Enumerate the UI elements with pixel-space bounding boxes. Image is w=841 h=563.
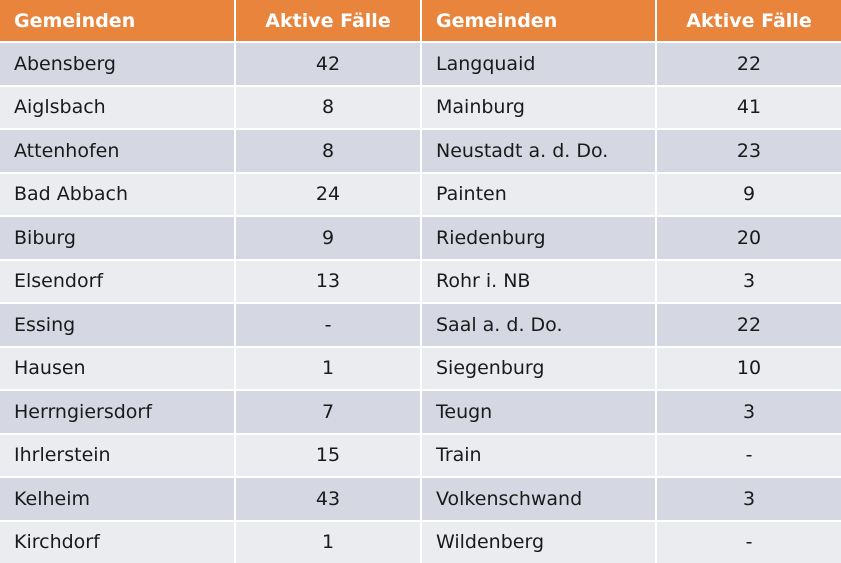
aktive-faelle-cell: 7 [236,391,420,433]
gemeinde-name-cell: Hausen [0,348,234,390]
aktive-faelle-cell: - [657,522,841,563]
gemeinde-name-cell: Wildenberg [422,522,655,563]
gemeinde-name-cell: Kelheim [0,478,234,520]
gemeinde-name-cell: Rohr i. NB [422,261,655,303]
gemeinde-name-cell: Herrngiersdorf [0,391,234,433]
gemeinde-name-cell: Elsendorf [0,261,234,303]
gemeinde-name-cell: Abensberg [0,43,234,85]
aktive-faelle-cell: 3 [657,261,841,303]
aktive-faelle-cell: 22 [657,304,841,346]
gemeinde-name-cell: Siegenburg [422,348,655,390]
gemeinde-name-cell: Train [422,435,655,477]
aktive-faelle-cell: - [236,304,420,346]
aktive-faelle-cell: 13 [236,261,420,303]
aktive-faelle-cell: 15 [236,435,420,477]
aktive-faelle-cell: 24 [236,174,420,216]
gemeinde-name-cell: Langquaid [422,43,655,85]
aktive-faelle-cell: 8 [236,87,420,129]
gemeinde-name-cell: Bad Abbach [0,174,234,216]
header-gemeinden-left: Gemeinden [0,0,234,41]
gemeinde-name-cell: Saal a. d. Do. [422,304,655,346]
aktive-faelle-cell: 1 [236,522,420,563]
aktive-faelle-cell: 41 [657,87,841,129]
gemeinde-name-cell: Biburg [0,217,234,259]
table-row: Essing-Saal a. d. Do.22 [0,304,841,346]
aktive-faelle-cell: 1 [236,348,420,390]
aktive-faelle-cell: 3 [657,478,841,520]
aktive-faelle-cell: 42 [236,43,420,85]
table-header-row: Gemeinden Aktive Fälle Gemeinden Aktive … [0,0,841,41]
gemeinde-name-cell: Riedenburg [422,217,655,259]
gemeinde-name-cell: Teugn [422,391,655,433]
aktive-faelle-cell: 8 [236,130,420,172]
gemeinde-name-cell: Aiglsbach [0,87,234,129]
aktive-faelle-cell: 43 [236,478,420,520]
aktive-faelle-cell: 22 [657,43,841,85]
gemeinde-name-cell: Neustadt a. d. Do. [422,130,655,172]
aktive-faelle-cell: 9 [657,174,841,216]
gemeinde-name-cell: Ihrlerstein [0,435,234,477]
gemeinde-name-cell: Kirchdorf [0,522,234,563]
aktive-faelle-cell: 10 [657,348,841,390]
gemeinde-name-cell: Essing [0,304,234,346]
gemeinde-name-cell: Attenhofen [0,130,234,172]
gemeinde-name-cell: Mainburg [422,87,655,129]
header-gemeinden-right: Gemeinden [422,0,655,41]
header-aktive-faelle-left: Aktive Fälle [236,0,420,41]
gemeinde-name-cell: Painten [422,174,655,216]
gemeinde-name-cell: Volkenschwand [422,478,655,520]
aktive-faelle-cell: 3 [657,391,841,433]
aktive-faelle-cell: - [657,435,841,477]
aktive-faelle-cell: 20 [657,217,841,259]
header-aktive-faelle-right: Aktive Fälle [657,0,841,41]
aktive-faelle-cell: 23 [657,130,841,172]
aktive-faelle-cell: 9 [236,217,420,259]
